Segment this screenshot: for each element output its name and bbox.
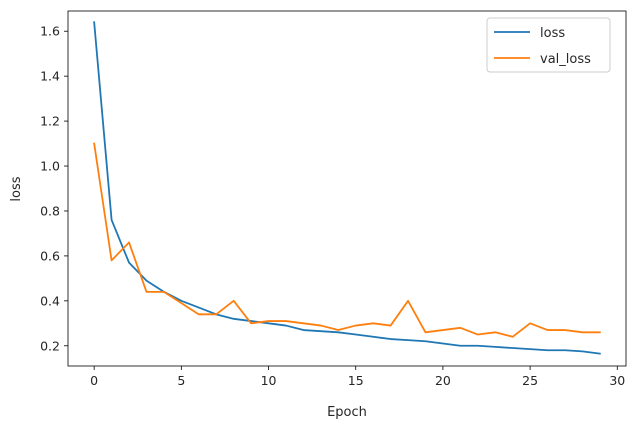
y-tick-label: 1.0 bbox=[40, 159, 60, 174]
x-tick-label: 30 bbox=[609, 373, 625, 388]
plot-frame bbox=[67, 10, 627, 367]
x-axis: 0 5 10 15 20 25 30 bbox=[90, 366, 625, 388]
y-axis: 0.2 0.4 0.6 0.8 1.0 1.2 1.4 1.6 bbox=[40, 24, 68, 353]
legend-label-loss: loss bbox=[540, 26, 565, 41]
x-tick-label: 15 bbox=[348, 373, 364, 388]
legend: loss val_loss bbox=[486, 17, 611, 73]
axes-layer bbox=[67, 10, 627, 367]
x-tick-label: 0 bbox=[90, 373, 98, 388]
legend-label-val-loss: val_loss bbox=[540, 52, 591, 67]
series-layer bbox=[93, 21, 601, 355]
y-tick-label: 0.2 bbox=[40, 338, 60, 353]
series-line-val-loss bbox=[93, 142, 601, 338]
x-tick-label: 20 bbox=[435, 373, 451, 388]
x-tick-label: 25 bbox=[522, 373, 538, 388]
series-line-loss bbox=[93, 21, 601, 355]
y-tick-label: 0.8 bbox=[40, 203, 60, 218]
x-tick-label: 10 bbox=[261, 373, 277, 388]
y-tick-label: 1.6 bbox=[40, 24, 60, 39]
y-tick-label: 0.4 bbox=[40, 293, 60, 308]
y-tick-label: 1.4 bbox=[40, 69, 60, 84]
x-tick-label: 5 bbox=[177, 373, 185, 388]
x-axis-label: Epoch bbox=[327, 405, 367, 420]
y-tick-label: 0.6 bbox=[40, 248, 60, 263]
y-tick-label: 1.2 bbox=[40, 114, 60, 129]
y-axis-label: loss bbox=[9, 176, 24, 201]
